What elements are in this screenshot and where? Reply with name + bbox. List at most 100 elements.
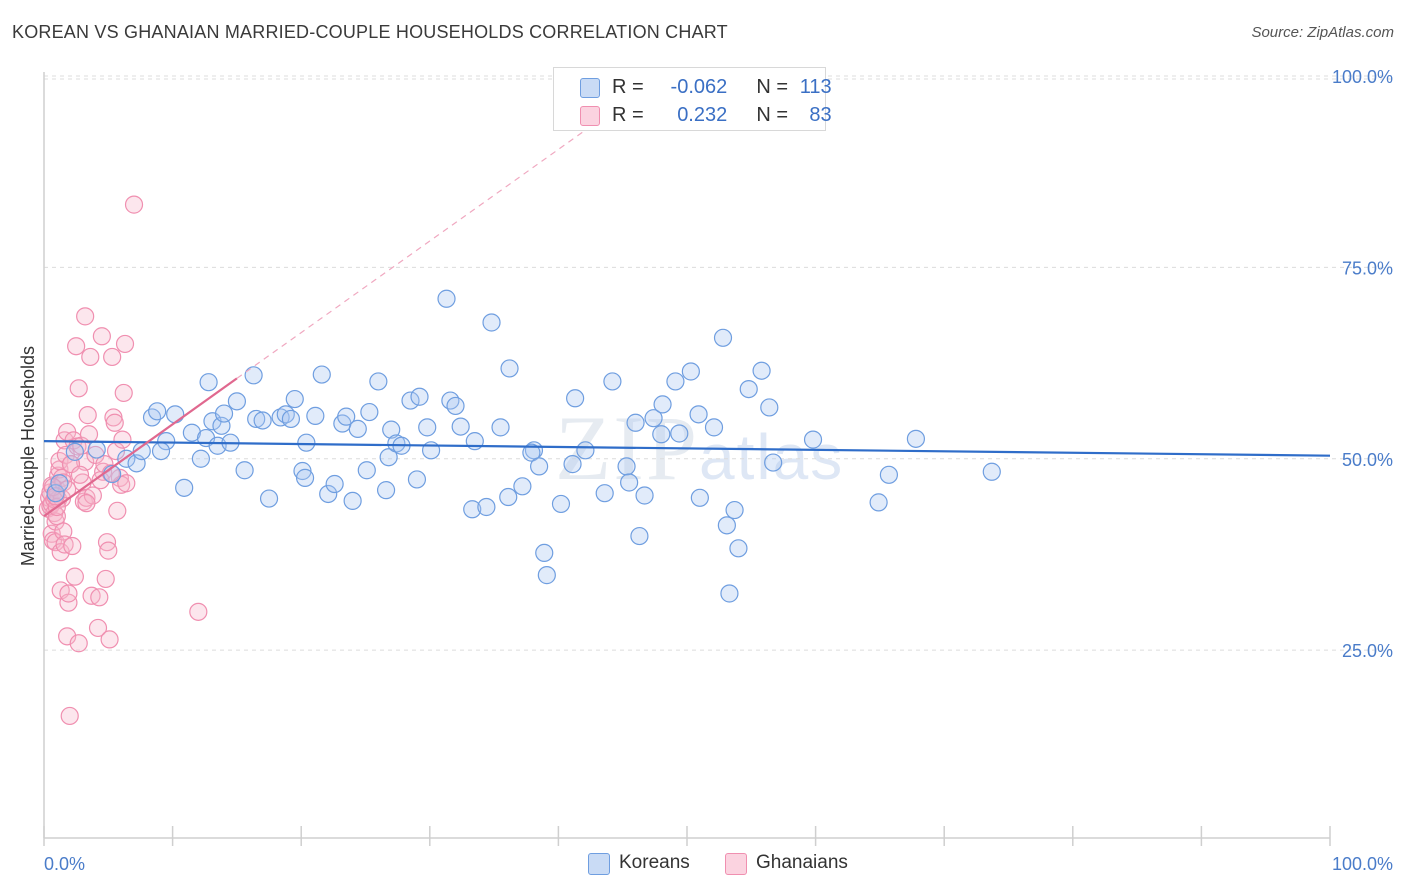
korean-point: [879, 465, 899, 484]
korean-point: [764, 453, 783, 472]
y-axis-tick-labels: 25.0% 50.0% 75.0% 100.0%: [1332, 67, 1393, 661]
x-tick-label-min: 0.0%: [44, 854, 85, 874]
korean-point: [369, 372, 388, 391]
korean-point: [603, 372, 622, 391]
korean-point: [446, 396, 465, 416]
y-tick-label-25: 25.0%: [1342, 641, 1393, 661]
korean-point: [491, 418, 510, 437]
ghanaian-point: [114, 383, 133, 403]
y-tick-label-50: 50.0%: [1342, 450, 1393, 470]
korean-point: [157, 432, 176, 451]
series-ghanaians: [38, 195, 208, 726]
ghanaian-point: [77, 494, 96, 513]
korean-point: [175, 478, 194, 497]
korean-point: [259, 489, 279, 508]
korean-point: [348, 419, 367, 438]
korean-point: [530, 457, 549, 476]
bottom-legend-label-ghanaians: Ghanaians: [756, 852, 848, 873]
legend-swatch-koreans: [580, 78, 600, 98]
korean-point: [720, 584, 739, 603]
korean-point: [379, 448, 398, 467]
correlation-legend: R = -0.062 N = 113 R = 0.232 N = 83: [553, 67, 832, 131]
korean-point: [537, 566, 556, 585]
chart-title: KOREAN VS GHANAIAN MARRIED-COUPLE HOUSEH…: [12, 22, 728, 42]
y-axis-label: Married-couple Households: [18, 346, 38, 566]
bottom-legend-swatch-koreans: [588, 853, 610, 875]
korean-point: [760, 398, 779, 417]
ghanaian-point: [54, 522, 73, 541]
trend-lines: [43, 121, 1331, 518]
source-label: Source: ZipAtlas.com: [1251, 24, 1394, 41]
korean-point: [752, 361, 771, 380]
ghanaian-point: [63, 536, 82, 556]
ghanaian-point: [124, 195, 144, 214]
bottom-legend-swatch-ghanaians: [725, 853, 747, 875]
korean-point: [235, 461, 254, 480]
ghanaian-point: [189, 602, 208, 621]
ghanaian-point: [55, 535, 74, 554]
korean-point: [869, 493, 888, 512]
korean-point: [653, 395, 672, 414]
ghanaian-point: [82, 586, 101, 605]
legend-n-value-koreans: 113: [799, 76, 832, 98]
korean-point: [247, 409, 266, 429]
korean-point: [357, 461, 376, 480]
korean-point: [982, 462, 1001, 481]
korean-point: [482, 313, 501, 332]
korean-point: [227, 392, 246, 411]
korean-point: [717, 516, 736, 535]
korean-point: [513, 477, 532, 496]
ghanaian-point: [100, 630, 119, 649]
korean-point: [704, 418, 724, 437]
x-axis-ticks: [43, 826, 1331, 846]
korean-point: [441, 391, 460, 410]
korean-point: [410, 387, 429, 406]
korean-point: [681, 362, 700, 381]
korean-point: [166, 405, 185, 424]
korean-point: [191, 449, 210, 468]
ghanaian-trend-extension: [236, 121, 598, 379]
korean-point: [65, 442, 84, 461]
series-koreans: [46, 289, 1001, 603]
korean-point: [87, 440, 106, 459]
korean-point: [576, 441, 595, 460]
korean-point: [325, 474, 344, 494]
ghanaian-point: [69, 634, 88, 653]
korean-point: [690, 488, 709, 507]
ghanaian-point: [115, 334, 135, 354]
korean-point: [729, 539, 748, 558]
y-tick-label-100: 100.0%: [1332, 67, 1393, 87]
ghanaian-point: [70, 465, 90, 484]
korean-point: [906, 429, 926, 448]
korean-point: [401, 391, 420, 410]
korean-point: [739, 379, 758, 399]
legend-n-label: N =: [756, 76, 789, 98]
ghanaian-point: [67, 337, 86, 356]
korean-point: [689, 405, 708, 424]
ghanaian-point: [59, 593, 78, 612]
korean-point: [360, 402, 379, 422]
korean-point: [566, 389, 585, 408]
korean-point: [535, 543, 554, 563]
korean-point: [253, 411, 272, 430]
legend-r-value-koreans: -0.062: [670, 76, 728, 98]
korean-point: [295, 468, 315, 487]
korean-point: [343, 491, 362, 510]
korean-point: [803, 430, 823, 449]
bottom-legend-label-koreans: Koreans: [619, 852, 690, 873]
korean-point: [644, 409, 663, 428]
korean-point: [281, 409, 301, 429]
legend-r-value-ghanaians: 0.232: [677, 104, 728, 126]
korean-point: [337, 407, 356, 426]
legend-r-label: R =: [612, 104, 644, 126]
ghanaian-point: [79, 425, 99, 444]
ghanaian-point: [60, 706, 79, 726]
korean-point: [670, 424, 689, 443]
korean-point: [407, 470, 427, 489]
korean-point: [477, 497, 496, 517]
korean-point: [182, 423, 201, 442]
korean-point: [285, 389, 304, 409]
korean-point: [713, 328, 733, 347]
ghanaian-point: [105, 413, 124, 432]
